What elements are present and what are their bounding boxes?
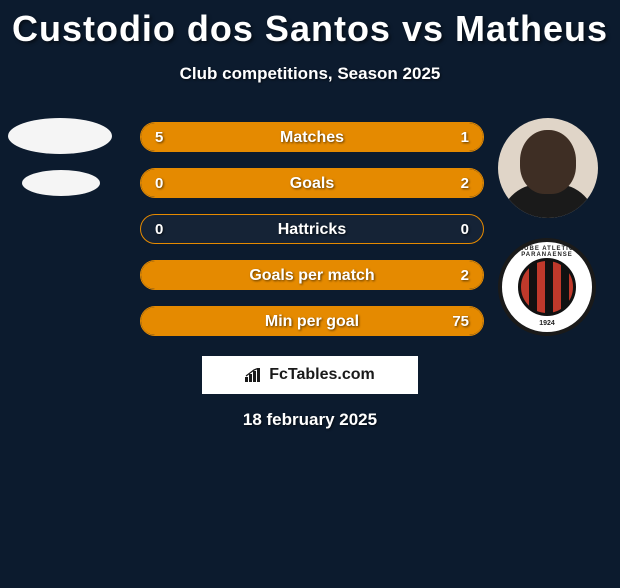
stat-value-right: 2 — [461, 169, 469, 198]
player-left-club-placeholder — [22, 170, 100, 196]
stat-label: Matches — [141, 123, 483, 152]
stat-row-hattricks: 0 Hattricks 0 — [140, 214, 484, 244]
player-right-club-badge: CLUBE ATLETICO PARANAENSE 1924 — [498, 238, 596, 336]
club-badge-text: CLUBE ATLETICO PARANAENSE — [502, 246, 592, 258]
stat-row-goals-per-match: Goals per match 2 — [140, 260, 484, 290]
player-right-column: CLUBE ATLETICO PARANAENSE 1924 — [498, 118, 608, 336]
stat-bars: 5 Matches 1 0 Goals 2 0 Hattricks 0 Goal… — [140, 122, 484, 352]
subtitle: Club competitions, Season 2025 — [0, 64, 620, 84]
player-left-column — [8, 118, 118, 212]
stat-value-right: 75 — [452, 307, 469, 336]
page-title: Custodio dos Santos vs Matheus — [0, 8, 620, 50]
bar-chart-icon — [245, 368, 263, 382]
stat-value-right: 2 — [461, 261, 469, 290]
stat-value-right: 1 — [461, 123, 469, 152]
stat-value-right: 0 — [461, 215, 469, 244]
stat-row-goals: 0 Goals 2 — [140, 168, 484, 198]
player-right-photo — [498, 118, 598, 218]
stat-label: Goals per match — [141, 261, 483, 290]
stat-label: Min per goal — [141, 307, 483, 336]
stat-label: Hattricks — [141, 215, 483, 244]
stat-label: Goals — [141, 169, 483, 198]
branding-badge: FcTables.com — [202, 356, 418, 394]
player-left-photo-placeholder — [8, 118, 112, 154]
club-badge-year: 1924 — [502, 320, 592, 327]
date-caption: 18 february 2025 — [0, 410, 620, 430]
stat-row-matches: 5 Matches 1 — [140, 122, 484, 152]
brand-text: FcTables.com — [269, 366, 375, 384]
stat-row-min-per-goal: Min per goal 75 — [140, 306, 484, 336]
